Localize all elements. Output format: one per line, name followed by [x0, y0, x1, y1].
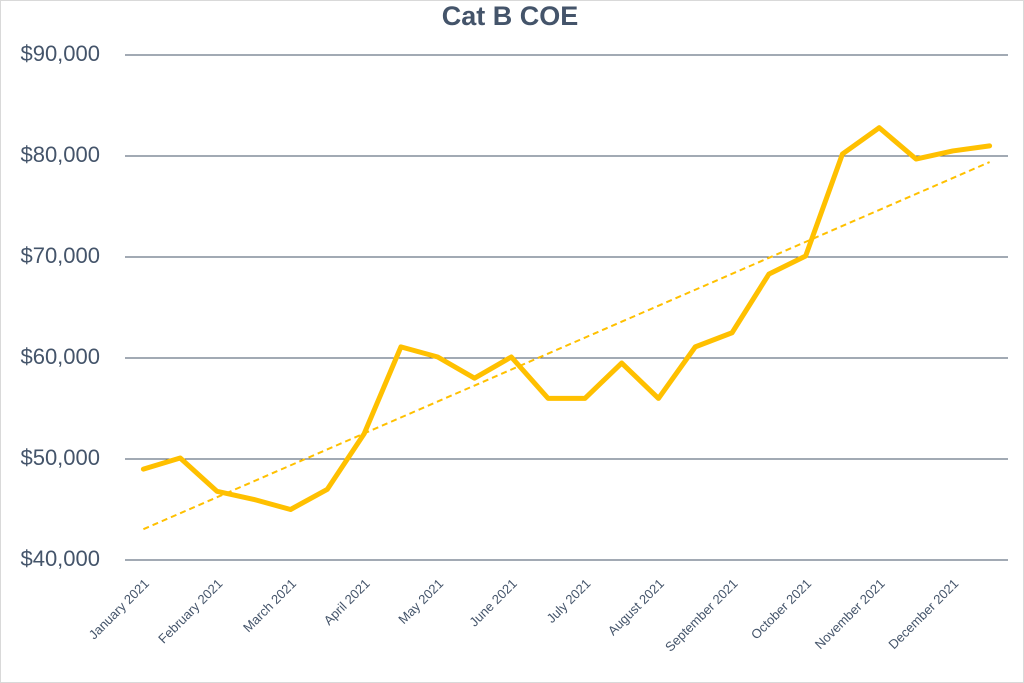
y-tick-label: $80,000 — [20, 142, 100, 167]
y-tick-label: $40,000 — [20, 546, 100, 571]
y-tick-label: $60,000 — [20, 344, 100, 369]
line-series — [140, 125, 993, 512]
y-tick-label: $50,000 — [20, 445, 100, 470]
trendline — [142, 161, 991, 531]
y-tick-label: $70,000 — [20, 243, 100, 268]
chart-title: Cat B COE — [442, 1, 579, 31]
y-tick-label: $90,000 — [20, 41, 100, 66]
